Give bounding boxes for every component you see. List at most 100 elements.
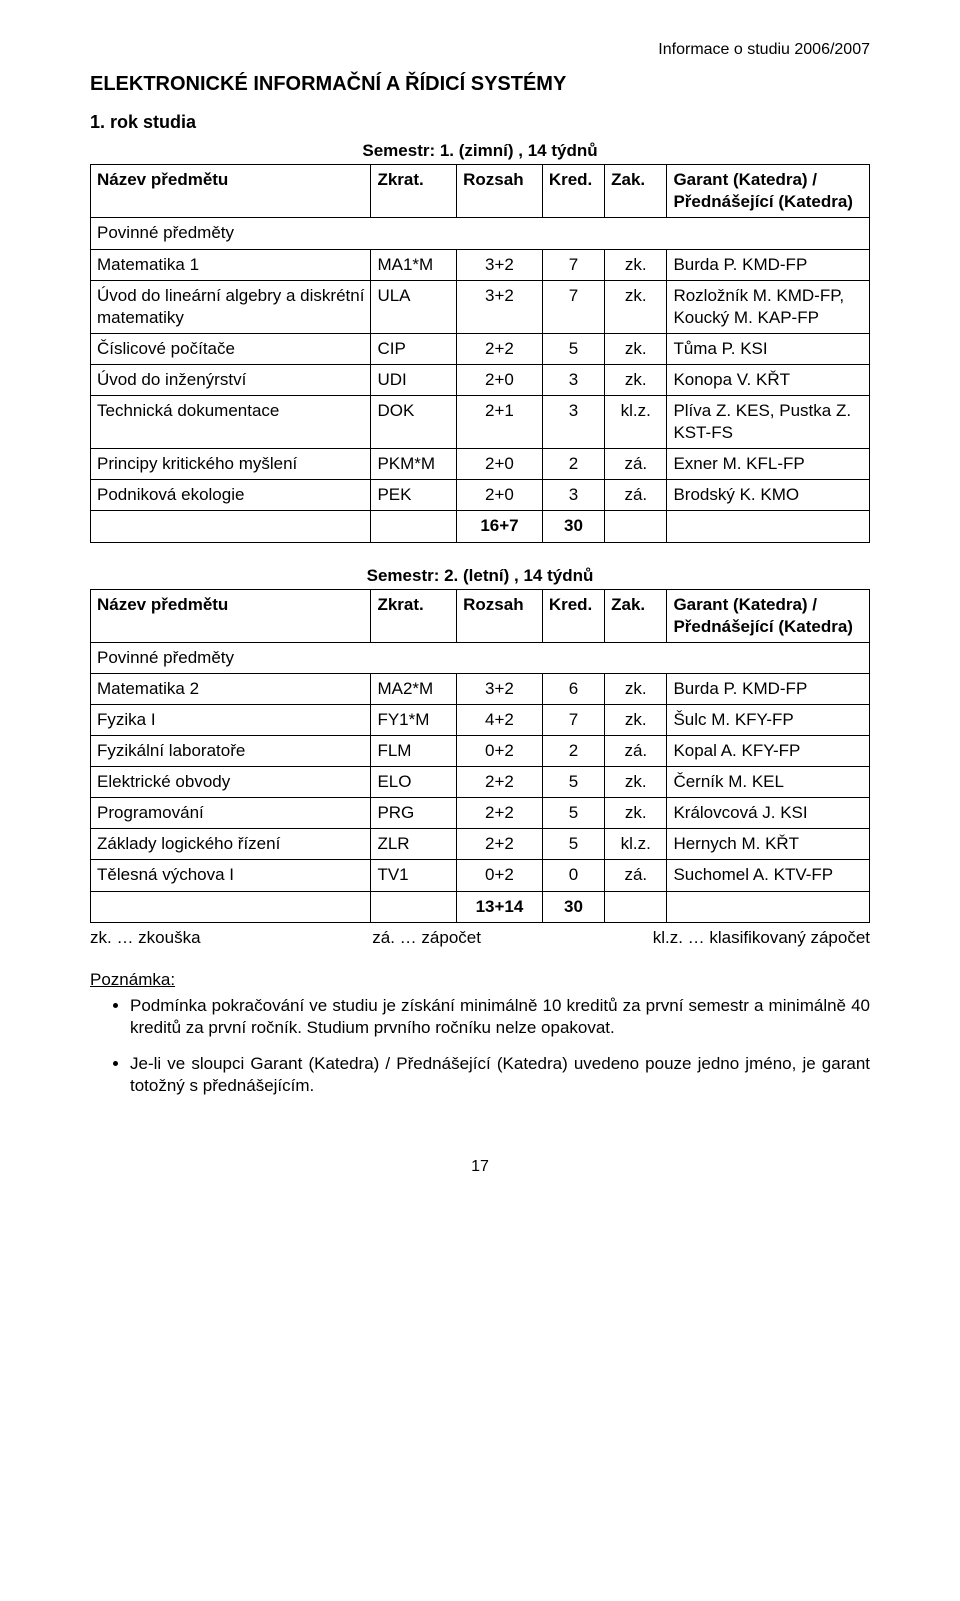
table-row: Fyzikální laboratořeFLM0+22zá.Kopal A. K… xyxy=(91,736,870,767)
cell-abbr: CIP xyxy=(371,333,457,364)
cell-gar: Šulc M. KFY-FP xyxy=(667,704,870,735)
empty-cell xyxy=(91,511,371,542)
empty-cell xyxy=(605,511,667,542)
cell-zak: zá. xyxy=(605,860,667,891)
cell-zak: zá. xyxy=(605,480,667,511)
cell-gar: Kopal A. KFY-FP xyxy=(667,736,870,767)
cell-gar: Černík M. KEL xyxy=(667,767,870,798)
cell-gar: Tůma P. KSI xyxy=(667,333,870,364)
th-zak: Zak. xyxy=(605,589,667,642)
th-zak: Zak. xyxy=(605,165,667,218)
cell-kred: 7 xyxy=(542,704,604,735)
cell-name: Programování xyxy=(91,798,371,829)
cell-zak: kl.z. xyxy=(605,396,667,449)
cell-zak: kl.z. xyxy=(605,829,667,860)
cell-range: 2+0 xyxy=(457,449,543,480)
cell-zak: zá. xyxy=(605,736,667,767)
section-label: Povinné předměty xyxy=(91,218,870,249)
cell-gar: Exner M. KFL-FP xyxy=(667,449,870,480)
year-title: 1. rok studia xyxy=(90,111,870,134)
cell-range: 2+2 xyxy=(457,333,543,364)
section-row: Povinné předměty xyxy=(91,642,870,673)
cell-abbr: UDI xyxy=(371,364,457,395)
cell-range: 4+2 xyxy=(457,704,543,735)
legend: zk. … zkouška zá. … zápočet kl.z. … klas… xyxy=(90,927,870,949)
cell-name: Podniková ekologie xyxy=(91,480,371,511)
th-gar: Garant (Katedra) / Přednášející (Katedra… xyxy=(667,589,870,642)
cell-zak: zá. xyxy=(605,449,667,480)
total-kred: 30 xyxy=(542,511,604,542)
cell-zak: zk. xyxy=(605,364,667,395)
empty-cell xyxy=(371,891,457,922)
legend-zk: zk. … zkouška xyxy=(90,927,201,949)
legend-za: zá. … zápočet xyxy=(372,927,481,949)
cell-name: Matematika 2 xyxy=(91,673,371,704)
cell-abbr: PEK xyxy=(371,480,457,511)
total-range: 16+7 xyxy=(457,511,543,542)
cell-gar: Rozložník M. KMD-FP, Koucký M. KAP-FP xyxy=(667,280,870,333)
cell-abbr: PRG xyxy=(371,798,457,829)
cell-range: 2+0 xyxy=(457,480,543,511)
semester1-title: Semestr: 1. (zimní) , 14 týdnů xyxy=(90,140,870,162)
total-row: 16+7 30 xyxy=(91,511,870,542)
cell-gar: Hernych M. KŘT xyxy=(667,829,870,860)
cell-name: Fyzika I xyxy=(91,704,371,735)
table-row: Matematika 1MA1*M3+27zk.Burda P. KMD-FP xyxy=(91,249,870,280)
cell-kred: 5 xyxy=(542,333,604,364)
cell-kred: 2 xyxy=(542,449,604,480)
empty-cell xyxy=(667,511,870,542)
notes-list: Podmínka pokračování ve studiu je získán… xyxy=(90,995,870,1097)
cell-name: Fyzikální laboratoře xyxy=(91,736,371,767)
cell-zak: zk. xyxy=(605,249,667,280)
cell-name: Úvod do inženýrství xyxy=(91,364,371,395)
cell-kred: 0 xyxy=(542,860,604,891)
table-row: Technická dokumentaceDOK2+13kl.z.Plíva Z… xyxy=(91,396,870,449)
cell-kred: 3 xyxy=(542,396,604,449)
cell-kred: 5 xyxy=(542,798,604,829)
cell-gar: Burda P. KMD-FP xyxy=(667,673,870,704)
th-kred: Kred. xyxy=(542,165,604,218)
cell-kred: 7 xyxy=(542,280,604,333)
total-row: 13+14 30 xyxy=(91,891,870,922)
total-range: 13+14 xyxy=(457,891,543,922)
table-header-row: Název předmětu Zkrat. Rozsah Kred. Zak. … xyxy=(91,589,870,642)
cell-zak: zk. xyxy=(605,704,667,735)
table-row: Úvod do lineární algebry a diskrétní mat… xyxy=(91,280,870,333)
empty-cell xyxy=(371,511,457,542)
semester2-table: Název předmětu Zkrat. Rozsah Kred. Zak. … xyxy=(90,589,870,923)
cell-abbr: MA2*M xyxy=(371,673,457,704)
empty-cell xyxy=(91,891,371,922)
cell-zak: zk. xyxy=(605,333,667,364)
th-name: Název předmětu xyxy=(91,589,371,642)
total-kred: 30 xyxy=(542,891,604,922)
table-row: Podniková ekologiePEK2+03zá.Brodský K. K… xyxy=(91,480,870,511)
cell-kred: 7 xyxy=(542,249,604,280)
th-abbr: Zkrat. xyxy=(371,589,457,642)
cell-abbr: TV1 xyxy=(371,860,457,891)
cell-gar: Plíva Z. KES, Pustka Z. KST-FS xyxy=(667,396,870,449)
doc-title: ELEKTRONICKÉ INFORMAČNÍ A ŘÍDICÍ SYSTÉMY xyxy=(90,71,870,97)
cell-range: 0+2 xyxy=(457,736,543,767)
table-row: Tělesná výchova ITV10+20zá.Suchomel A. K… xyxy=(91,860,870,891)
cell-range: 2+2 xyxy=(457,798,543,829)
cell-gar: Brodský K. KMO xyxy=(667,480,870,511)
th-name: Název předmětu xyxy=(91,165,371,218)
cell-gar: Suchomel A. KTV-FP xyxy=(667,860,870,891)
th-gar: Garant (Katedra) / Přednášející (Katedra… xyxy=(667,165,870,218)
cell-abbr: ZLR xyxy=(371,829,457,860)
cell-abbr: FY1*M xyxy=(371,704,457,735)
cell-kred: 6 xyxy=(542,673,604,704)
cell-kred: 5 xyxy=(542,767,604,798)
legend-klz: kl.z. … klasifikovaný zápočet xyxy=(653,927,870,949)
cell-zak: zk. xyxy=(605,798,667,829)
cell-gar: Konopa V. KŘT xyxy=(667,364,870,395)
cell-abbr: FLM xyxy=(371,736,457,767)
cell-name: Elektrické obvody xyxy=(91,767,371,798)
table-row: Číslicové počítačeCIP2+25zk.Tůma P. KSI xyxy=(91,333,870,364)
table-row: Elektrické obvodyELO2+25zk.Černík M. KEL xyxy=(91,767,870,798)
section-row: Povinné předměty xyxy=(91,218,870,249)
section-label: Povinné předměty xyxy=(91,642,870,673)
cell-kred: 3 xyxy=(542,480,604,511)
table-row: Základy logického řízeníZLR2+25kl.z.Hern… xyxy=(91,829,870,860)
th-kred: Kred. xyxy=(542,589,604,642)
